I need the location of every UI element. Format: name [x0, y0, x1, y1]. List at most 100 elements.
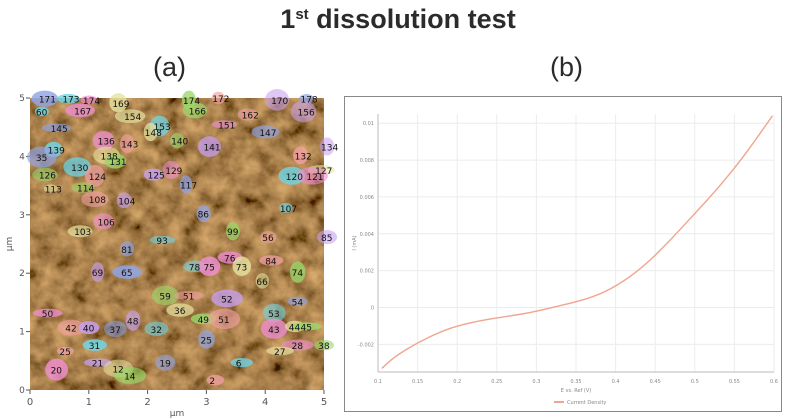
grain-label: 170	[271, 97, 288, 107]
y-tick-label: 0.008	[360, 158, 374, 164]
grain-label: 108	[89, 196, 106, 206]
grain-label: 153	[153, 123, 170, 133]
grain-label: 85	[321, 234, 332, 244]
grain-label: 14	[124, 372, 136, 382]
iv-chart: 0.1 0.15 0.2 0.25 0.3 0.35 0.4 0.45 0.5 0.55 0.6 -0…	[344, 96, 782, 412]
grain-region	[91, 262, 105, 282]
grain-region	[291, 322, 322, 331]
grain-label: 25	[201, 336, 212, 346]
grain-region	[57, 319, 86, 336]
grain-label: 37	[109, 326, 120, 336]
x-tick-label: 0.6	[770, 379, 778, 385]
grain-region	[296, 167, 328, 185]
grain-label: 147	[259, 129, 276, 139]
grain-label: 69	[92, 269, 104, 279]
grain-label: 32	[151, 326, 162, 336]
grain-label: 38	[318, 342, 330, 352]
grain-label: 66	[256, 278, 268, 288]
grain-label: 103	[74, 228, 91, 238]
grain-label: 151	[218, 121, 235, 131]
grain-region	[32, 167, 58, 182]
grain-label: 12	[112, 365, 123, 375]
y-axis-label: I (mA)	[352, 235, 358, 250]
y-axis-label: µm	[5, 237, 15, 252]
grain-region	[56, 93, 80, 104]
x-tick-label: 0.25	[491, 379, 502, 385]
grain-label: 31	[89, 342, 100, 352]
grain-region	[281, 339, 314, 351]
grain-region	[41, 123, 72, 133]
title-ordinal: 1	[280, 4, 296, 34]
grain-region	[33, 308, 63, 318]
grain-region	[120, 241, 135, 257]
grain-label: 143	[121, 141, 138, 151]
grain-region	[56, 346, 75, 356]
grain-label: 40	[83, 325, 95, 335]
grain-label: 156	[298, 109, 315, 119]
panel-b-label: (b)	[550, 52, 583, 82]
grain-region	[114, 109, 146, 124]
grain-label: 20	[51, 367, 63, 377]
grain-label: 50	[42, 310, 54, 320]
grain-label: 81	[121, 246, 132, 256]
grain-region	[319, 137, 335, 156]
grain-label: 51	[183, 292, 194, 302]
grain-label: 44	[289, 323, 301, 333]
y-tick-label: 0	[371, 306, 374, 312]
figure-title: 1st dissolution test	[0, 4, 796, 35]
grain-region	[93, 213, 114, 230]
grain-region	[104, 320, 127, 337]
grain-label: 73	[236, 263, 247, 273]
grain-label: 131	[109, 158, 126, 168]
grain-region	[104, 153, 127, 169]
grain-region	[152, 285, 179, 306]
y-tick-label: 5	[19, 94, 25, 104]
grain-label: 139	[48, 146, 65, 156]
grain-label: 125	[148, 172, 165, 182]
x-tick-label: 3	[203, 397, 209, 408]
grain-label: 36	[174, 307, 186, 317]
grain-region	[265, 89, 290, 111]
grain-region	[196, 205, 211, 223]
grain-label: 53	[268, 310, 279, 320]
grain-region	[149, 235, 176, 245]
grain-label: 173	[62, 96, 79, 106]
grain-region	[143, 168, 164, 181]
grain-region	[314, 339, 335, 351]
x-tick-label: 0.2	[453, 379, 461, 385]
grain-label: 74	[292, 269, 304, 279]
grain-region	[71, 182, 95, 193]
grain-region	[260, 318, 288, 339]
y-tick-label: 0.002	[360, 269, 374, 275]
grain-label: 84	[265, 257, 277, 267]
grain-label: 75	[203, 263, 214, 273]
chart-axes: 0.1 0.15 0.2 0.25 0.3 0.35 0.4 0.45 0.5 0.55 0.6 -0…	[352, 114, 778, 394]
grain-region	[211, 120, 237, 129]
grain-region	[114, 367, 147, 384]
grain-label: 107	[280, 205, 297, 215]
legend-label: Current Density	[567, 400, 606, 406]
grain-region	[226, 222, 240, 241]
grain-label: 6	[236, 360, 242, 370]
grain-label: 25	[59, 348, 70, 358]
grain-label: 106	[98, 218, 115, 228]
grain-region	[197, 136, 221, 157]
grain-label: 51	[218, 316, 229, 326]
x-tick-label: 0.45	[650, 379, 661, 385]
grain-region	[162, 160, 180, 180]
x-tick-label: 0.4	[612, 379, 620, 385]
grain-region	[179, 175, 193, 194]
grain-region	[43, 184, 58, 193]
y-tick-label: 0.004	[360, 232, 374, 238]
grain-label: 49	[198, 316, 210, 326]
grain-label: 86	[198, 211, 210, 221]
grain-label: 136	[98, 138, 115, 148]
grain-label: 140	[171, 138, 188, 148]
grain-label: 65	[121, 269, 132, 279]
grain-region	[182, 102, 207, 119]
y-tick-label: 4	[19, 152, 25, 162]
grain-region	[237, 108, 258, 121]
grain-region	[208, 308, 241, 330]
grain-label: 45	[300, 323, 311, 333]
